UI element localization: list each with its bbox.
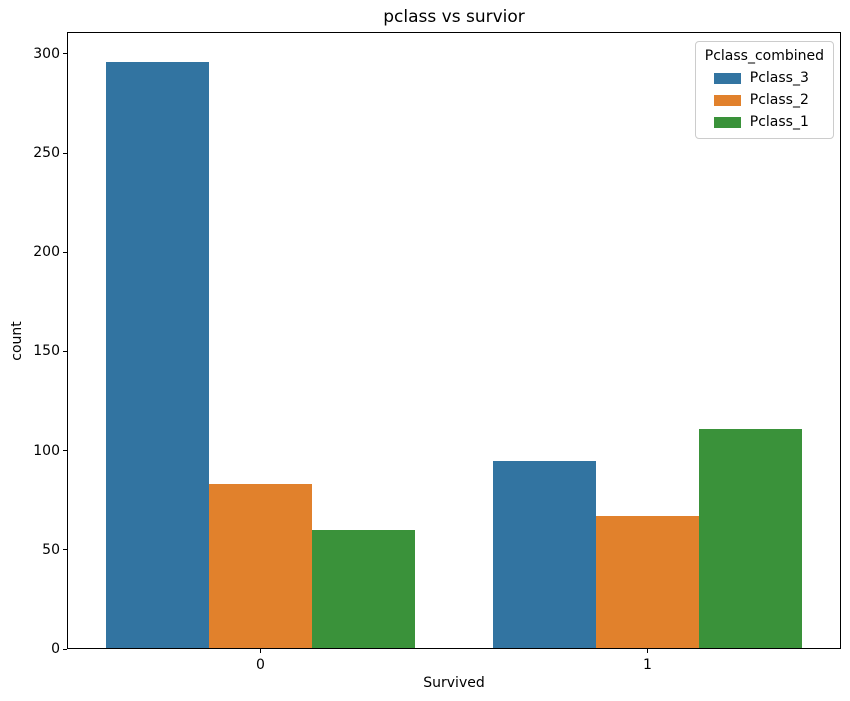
bar-pclass_2-survived-0 (208, 484, 313, 649)
y-tick-mark (63, 648, 67, 650)
chart-title: pclass vs survior (383, 7, 525, 27)
y-tick-label: 100 (33, 442, 60, 459)
y-tick-label: 150 (33, 343, 60, 360)
y-tick-mark (63, 450, 67, 452)
legend-entry: Pclass_1 (713, 114, 824, 130)
legend-entry-label: Pclass_3 (749, 70, 809, 86)
y-tick-label: 200 (33, 244, 60, 261)
y-tick-mark (63, 350, 67, 352)
bar-pclass_2-survived-1 (595, 516, 700, 649)
x-axis-label: Survived (423, 675, 485, 691)
y-tick-mark (63, 549, 67, 551)
legend-swatch-icon (713, 116, 741, 128)
legend-entry: Pclass_2 (713, 92, 824, 108)
bar-pclass_1-survived-1 (699, 428, 803, 649)
legend-swatch-icon (713, 94, 741, 106)
legend: Pclass_combined Pclass_3 Pclass_2 Pclass_1 (694, 41, 834, 139)
legend-title: Pclass_combined (704, 48, 824, 64)
legend-entries: Pclass_3 Pclass_2 Pclass_1 (705, 70, 824, 130)
y-tick-mark (63, 53, 67, 55)
bar-pclass_3-survived-1 (492, 460, 596, 649)
plot-area: Pclass_combined Pclass_3 Pclass_2 Pclass_1 (67, 32, 841, 649)
y-tick-mark (63, 152, 67, 154)
y-tick-label: 50 (42, 541, 60, 558)
x-tick-mark (260, 649, 261, 653)
bar-pclass_3-survived-0 (105, 61, 209, 649)
x-tick-mark (647, 649, 648, 653)
x-tick-label: 1 (643, 657, 652, 673)
y-tick-label: 250 (33, 145, 60, 162)
legend-entry-label: Pclass_2 (749, 92, 809, 108)
bar-pclass_1-survived-0 (312, 529, 416, 649)
legend-entry: Pclass_3 (713, 70, 824, 86)
x-tick-label: 0 (256, 657, 265, 673)
y-tick-label: 0 (51, 641, 60, 657)
legend-entry-label: Pclass_1 (749, 114, 809, 130)
y-tick-label: 300 (33, 45, 60, 62)
legend-swatch-icon (713, 72, 741, 84)
y-tick-mark (63, 251, 67, 253)
